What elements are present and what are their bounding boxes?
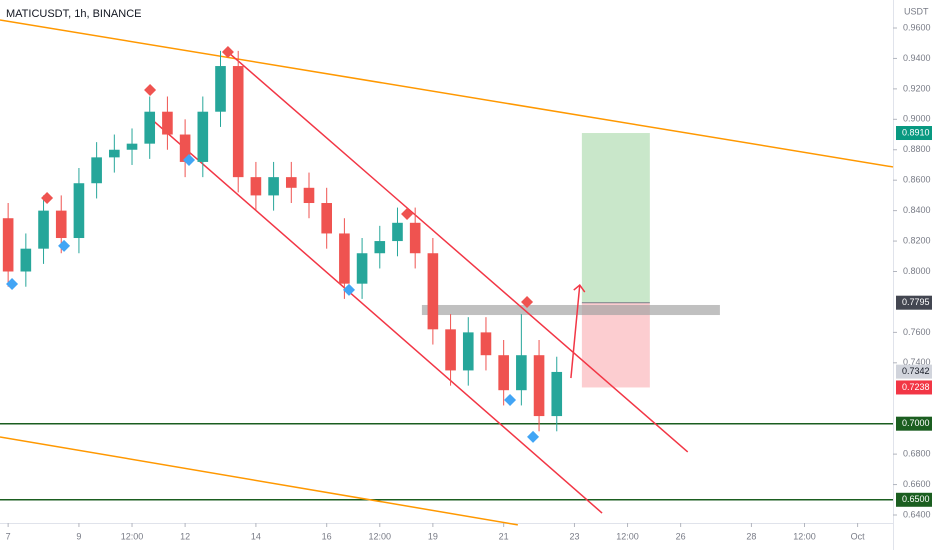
candle-body xyxy=(321,203,332,234)
arrow-shaft xyxy=(570,284,581,379)
y-tick-label: 0.9600 xyxy=(903,22,931,32)
candle-body xyxy=(162,111,173,135)
low-marker xyxy=(58,239,71,252)
candle-body xyxy=(462,332,474,371)
x-tick-label: 12:00 xyxy=(616,531,639,541)
y-tick-label: 0.9000 xyxy=(903,114,931,124)
candle-body xyxy=(91,157,102,184)
trendline xyxy=(0,19,894,168)
price-badge-label: 0.8910 xyxy=(902,127,930,137)
y-tick-label: 0.6600 xyxy=(903,479,931,489)
candle-body xyxy=(268,177,279,196)
stop-zone xyxy=(581,302,650,388)
high-marker xyxy=(41,191,54,204)
candle-body xyxy=(55,210,67,239)
price-badge xyxy=(896,126,932,141)
x-tick-label: 28 xyxy=(746,531,756,541)
candle-body xyxy=(250,177,262,196)
price-badge-label: 0.7000 xyxy=(902,418,930,428)
x-tick-label: 12 xyxy=(180,531,190,541)
y-tick-label: 0.9200 xyxy=(903,83,931,93)
candle-body xyxy=(2,218,14,272)
x-tick-label: Oct xyxy=(851,531,866,541)
candle-body xyxy=(480,332,492,356)
candle-body xyxy=(498,355,509,391)
y-tick-label: 0.8200 xyxy=(903,235,931,245)
high-marker xyxy=(521,295,534,308)
trendline xyxy=(149,117,603,514)
candle-body xyxy=(445,329,456,371)
x-tick-label: 21 xyxy=(499,531,509,541)
candle-body xyxy=(285,177,297,188)
x-tick-label: 7 xyxy=(6,531,11,541)
price-badge-label: 0.7342 xyxy=(902,366,930,376)
candle-body xyxy=(409,222,421,254)
x-tick-label: 19 xyxy=(428,531,438,541)
price-badge xyxy=(896,416,932,431)
low-marker xyxy=(504,393,517,406)
candle-body xyxy=(73,183,85,239)
candle-body xyxy=(38,210,49,249)
candle-body xyxy=(197,111,209,162)
y-tick-label: 0.8800 xyxy=(903,144,931,154)
candle-body xyxy=(374,241,386,254)
high-marker xyxy=(221,46,234,59)
x-tick-label: 9 xyxy=(76,531,81,541)
x-tick-label: 12:00 xyxy=(793,531,816,541)
high-marker xyxy=(144,83,157,96)
price-badge xyxy=(896,364,932,379)
y-tick-label: 0.7600 xyxy=(903,327,931,337)
low-marker xyxy=(342,283,355,296)
price-badge xyxy=(896,380,932,395)
candle-body xyxy=(179,134,191,162)
x-tick-label: 12:00 xyxy=(121,531,144,541)
price-badge xyxy=(896,492,932,507)
x-tick-label: 14 xyxy=(251,531,261,541)
chart-title: MATICUSDT, 1h, BINANCE xyxy=(6,8,142,20)
candle-body xyxy=(339,233,350,284)
y-tick-label: 0.8600 xyxy=(903,175,931,185)
price-badge-label: 0.7238 xyxy=(902,382,930,392)
price-badge-label: 0.7795 xyxy=(902,297,930,307)
candle-body xyxy=(109,149,120,158)
y-tick-label: 0.8000 xyxy=(903,266,931,276)
low-marker xyxy=(6,277,19,290)
candle-body xyxy=(215,66,226,112)
candle-body xyxy=(303,187,315,204)
candle-body xyxy=(516,355,527,391)
y-tick-label: 0.6400 xyxy=(903,509,931,519)
low-marker xyxy=(527,430,540,443)
y-tick-label: 0.7400 xyxy=(903,357,931,367)
x-tick-label: 26 xyxy=(676,531,686,541)
candle-body xyxy=(144,111,156,144)
high-marker xyxy=(401,207,414,220)
y-tick-label: 0.8400 xyxy=(903,205,931,215)
trendline xyxy=(227,51,689,453)
price-badge xyxy=(896,295,932,310)
arrow-head xyxy=(573,283,586,293)
candle-body xyxy=(533,355,545,417)
trendline xyxy=(0,436,518,526)
resistance-zone xyxy=(421,304,720,316)
x-tick-label: 23 xyxy=(569,531,579,541)
price-badge-label: 0.6500 xyxy=(902,494,930,504)
y-tick-label: 0.6800 xyxy=(903,449,931,459)
candle-body xyxy=(232,66,244,178)
candle-body xyxy=(126,143,138,150)
candle-body xyxy=(427,253,439,330)
y-tick-label: 0.9400 xyxy=(903,53,931,63)
candle-body xyxy=(392,222,403,242)
x-tick-label: 16 xyxy=(322,531,332,541)
x-tick-label: 12:00 xyxy=(369,531,392,541)
target-zone xyxy=(581,133,650,303)
y-unit: USDT xyxy=(904,6,929,16)
candle-body xyxy=(356,253,368,284)
low-marker xyxy=(183,153,196,166)
candle-body xyxy=(551,371,563,417)
candle-body xyxy=(20,248,32,272)
